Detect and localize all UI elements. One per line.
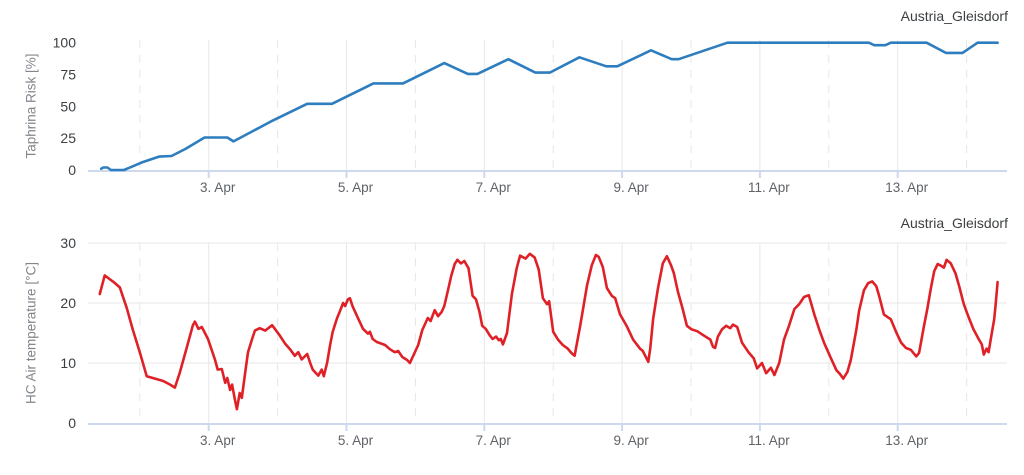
y-tick-label: 25 [60,130,76,146]
x-tick-label: 13. Apr [885,433,928,448]
y-tick-label: 100 [53,35,77,51]
temperature-line-chart-plot: 3. Apr 5. Apr 7. Apr 9. Apr 11. Apr 13. Apr 0 1… [60,235,1007,448]
x-tick-label: 11. Apr [748,433,790,448]
x-tick-label: 7. Apr [476,433,512,448]
y-tick-label: 30 [60,235,76,251]
x-tick-label: 7. Apr [476,180,512,195]
y-tick-label: 75 [60,67,76,83]
x-tick-label: 9. Apr [613,433,649,448]
temperature-series-line [98,252,999,411]
y-tick-label: 10 [60,355,76,371]
y-tick-label: 50 [60,98,76,114]
x-tick-label: 9. Apr [613,180,649,195]
y-tick-label: 0 [68,415,76,431]
x-tick-label: 3. Apr [200,180,236,195]
chart-title: Austria_Gleisdorf [900,8,1008,24]
y-tick-label: 0 [68,162,76,178]
x-tick-label: 5. Apr [338,433,374,448]
y-tick-label: 20 [60,295,76,311]
risk-line-chart-plot: 3. Apr 5. Apr 7. Apr 9. Apr 11. Apr 13. Apr 0 2… [53,35,1007,195]
chart-title: Austria_Gleisdorf [900,215,1008,231]
x-tick-label: 5. Apr [338,180,374,195]
x-tick-label: 3. Apr [200,433,236,448]
x-tick-label: 11. Apr [748,180,790,195]
risk-series-line [99,41,999,172]
x-tick-label: 13. Apr [885,180,928,195]
